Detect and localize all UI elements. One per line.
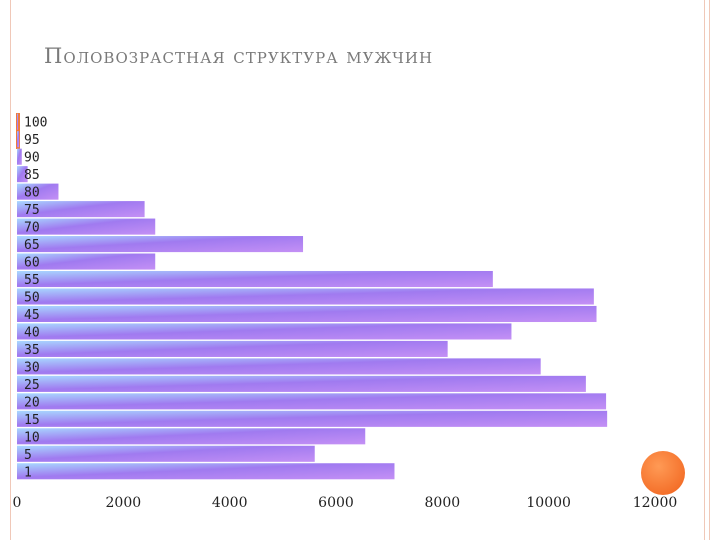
y-tick-label: 10 xyxy=(24,430,40,445)
y-tick-label: 90 xyxy=(24,151,40,166)
bar-age-40 xyxy=(17,323,512,340)
bar-age-25 xyxy=(17,375,586,392)
bar-age-100 xyxy=(17,113,19,130)
bar-age-80 xyxy=(17,183,59,200)
y-tick-label: 35 xyxy=(24,343,40,358)
bar-age-1 xyxy=(17,463,395,480)
x-tick-label: 4000 xyxy=(212,495,248,511)
bar-age-55 xyxy=(17,270,493,288)
bar-age-30 xyxy=(17,358,541,375)
y-tick-label: 85 xyxy=(24,168,40,183)
bar-age-70 xyxy=(17,218,156,235)
orange-circle-decoration xyxy=(641,451,685,495)
y-tick-label: 5 xyxy=(24,448,32,463)
y-tick-label: 95 xyxy=(24,133,40,148)
bar-age-85 xyxy=(17,166,28,183)
y-tick-label: 55 xyxy=(24,273,40,288)
bar-age-15 xyxy=(17,410,608,427)
x-tick-label: 0 xyxy=(13,495,22,511)
x-tick-label: 8000 xyxy=(425,495,461,511)
y-tick-label: 45 xyxy=(24,308,40,323)
y-tick-label: 50 xyxy=(24,291,40,306)
bar-age-5 xyxy=(17,445,315,462)
y-tick-label: 80 xyxy=(24,186,40,201)
y-tick-label: 25 xyxy=(24,378,40,393)
frame-right-line-2 xyxy=(709,0,710,540)
bar-age-45 xyxy=(17,305,597,323)
y-tick-label: 65 xyxy=(24,238,40,253)
x-tick-label: 10000 xyxy=(526,495,571,511)
bar-age-10 xyxy=(17,428,366,445)
y-tick-label: 70 xyxy=(24,221,40,236)
y-tick-label: 100 xyxy=(24,116,47,131)
y-tick-label: 1 xyxy=(24,465,32,480)
x-tick-label: 2000 xyxy=(106,495,142,511)
x-tick-label: 6000 xyxy=(318,495,354,511)
bar-age-95 xyxy=(17,131,20,148)
frame-right-line xyxy=(704,0,705,540)
bar-age-35 xyxy=(17,340,448,357)
bar-age-60 xyxy=(17,253,156,270)
accent-bar xyxy=(16,113,20,149)
y-tick-label: 75 xyxy=(24,203,40,218)
bar-age-20 xyxy=(17,393,607,410)
y-tick-labels: 1510152025303540455055606570758085909510… xyxy=(24,116,47,481)
y-tick-label: 60 xyxy=(24,256,40,271)
y-tick-label: 20 xyxy=(24,395,40,410)
y-tick-label: 30 xyxy=(24,360,40,375)
x-tick-label: 12000 xyxy=(633,495,678,511)
slide-title: Половозрастная структура мужчин xyxy=(44,44,434,68)
bar-age-75 xyxy=(17,201,145,218)
bar-age-50 xyxy=(17,288,594,305)
x-tick-labels: 0 2000 4000 6000 8000 10000 12000 xyxy=(13,495,678,511)
bars-group xyxy=(17,113,608,480)
y-tick-label: 15 xyxy=(24,413,40,428)
y-tick-label: 40 xyxy=(24,325,40,340)
bar-age-90 xyxy=(17,148,22,165)
frame-left-line xyxy=(10,0,11,540)
bar-age-65 xyxy=(17,236,304,253)
